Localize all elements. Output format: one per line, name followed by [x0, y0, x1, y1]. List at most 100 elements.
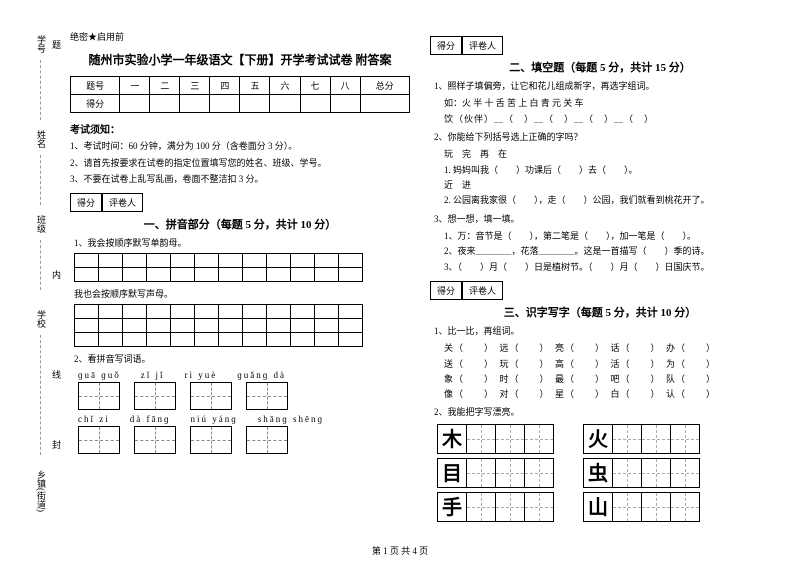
write-box[interactable]: [246, 382, 288, 410]
page-footer: 第 1 页 共 4 页: [0, 544, 800, 557]
right-column: 得分 评卷人 二、填空题（每题 5 分，共计 15 分） 1、照样子填偏旁，让它…: [420, 30, 780, 526]
pinyin-text: dà fānɡ: [130, 414, 171, 424]
bind-line: [40, 60, 41, 120]
char-box[interactable]: [524, 458, 554, 488]
score-cell[interactable]: [360, 95, 409, 113]
word-row: 像（ ） 对（ ） 星（ ） 白（ ） 认（ ）: [444, 387, 770, 402]
char-example: 目: [437, 458, 467, 488]
write-box[interactable]: [190, 426, 232, 454]
score-header: 三: [180, 77, 210, 95]
write-box[interactable]: [78, 426, 120, 454]
pinyin-text: ɡuǎnɡ dà: [237, 370, 286, 380]
char-example: 木: [437, 424, 467, 454]
section2-title: 二、填空题（每题 5 分，共计 15 分）: [430, 59, 770, 75]
score-label: 得分: [430, 36, 462, 55]
page-content: 绝密★启用前 随州市实验小学一年级语文【下册】开学考试试卷 附答案 题号 一 二…: [0, 0, 800, 546]
char-grid: 木: [438, 424, 554, 454]
char-box[interactable]: [612, 424, 642, 454]
write-box[interactable]: [190, 382, 232, 410]
pinyin-box-row: [78, 426, 410, 454]
score-cell[interactable]: [300, 95, 330, 113]
section3-title: 三、识字写字（每题 5 分，共计 10 分）: [430, 304, 770, 320]
score-cell[interactable]: [180, 95, 210, 113]
question-3-2: 2、我能把字写漂亮。: [434, 405, 770, 419]
pinyin-row-1: ɡuā ɡuǒ zǐ jǐ rì yuè ɡuǎnɡ dà: [78, 370, 410, 380]
pinyin-box-row: [78, 382, 410, 410]
section-score-box: 得分 评卷人: [430, 281, 770, 300]
char-box[interactable]: [641, 458, 671, 488]
question-1-1: 1、我会按顺序默写单韵母。: [74, 236, 410, 250]
sub-question: 1. 妈妈叫我（ ）功课后（ ）去（ ）。: [444, 163, 770, 178]
char-box[interactable]: [670, 492, 700, 522]
write-box[interactable]: [78, 382, 120, 410]
question-1-1b: 我也会按顺序默写声母。: [74, 287, 410, 301]
binding-margin: 学号 姓名 班级 学校 乡镇(街道) 题 内 线 封: [5, 20, 55, 540]
question-1-2: 2、看拼音写词语。: [74, 352, 410, 366]
section-score-box: 得分 评卷人: [430, 36, 770, 55]
score-header: 七: [300, 77, 330, 95]
char-box[interactable]: [524, 424, 554, 454]
score-header: 总分: [360, 77, 409, 95]
score-cell[interactable]: [330, 95, 360, 113]
write-box[interactable]: [134, 426, 176, 454]
char-box[interactable]: [495, 424, 525, 454]
exam-title: 随州市实验小学一年级语文【下册】开学考试试卷 附答案: [70, 51, 410, 68]
bind-line: [40, 240, 41, 290]
consonant-grid[interactable]: [74, 304, 363, 347]
score-header: 四: [210, 77, 240, 95]
bind-label: 学号: [35, 35, 48, 53]
bind-label: 班级: [35, 215, 48, 233]
char-box[interactable]: [466, 458, 496, 488]
grader-label: 评卷人: [462, 281, 503, 300]
char-row: 手 山: [438, 492, 770, 522]
section1-title: 一、拼音部分（每题 5 分，共计 10 分）: [70, 216, 410, 232]
bind-mark: 线: [50, 370, 63, 379]
char-box[interactable]: [612, 492, 642, 522]
char-box[interactable]: [670, 424, 700, 454]
bind-mark: 内: [50, 270, 63, 279]
write-box[interactable]: [134, 382, 176, 410]
char-box[interactable]: [466, 424, 496, 454]
score-cell: 得分: [71, 95, 120, 113]
question-2-1: 1、照样子填偏旁，让它和花儿组成新字，再选字组词。: [434, 79, 770, 93]
score-header: 五: [240, 77, 270, 95]
bind-label: 乡镇(街道): [35, 470, 48, 512]
sub-question: 玩 完 再 在: [444, 147, 770, 162]
score-header: 题号: [71, 77, 120, 95]
score-cell[interactable]: [150, 95, 180, 113]
char-box[interactable]: [670, 458, 700, 488]
write-box[interactable]: [246, 426, 288, 454]
score-cell[interactable]: [270, 95, 300, 113]
score-header: 八: [330, 77, 360, 95]
vowel-grid[interactable]: [74, 253, 363, 282]
char-box[interactable]: [612, 458, 642, 488]
char-box[interactable]: [495, 492, 525, 522]
score-cell[interactable]: [240, 95, 270, 113]
bind-line: [40, 335, 41, 455]
section-score-box: 得分 评卷人: [70, 193, 410, 212]
score-cell[interactable]: [210, 95, 240, 113]
char-grid: 目: [438, 458, 554, 488]
score-label: 得分: [70, 193, 102, 212]
question-2-3: 3、想一想，填一填。: [434, 212, 770, 226]
score-header: 二: [150, 77, 180, 95]
char-box[interactable]: [495, 458, 525, 488]
sub-question: 3、（ ）月（ ）日是植树节。（ ）月（ ）日国庆节。: [444, 260, 770, 275]
sub-question: 近 进: [444, 178, 770, 193]
pinyin-text: zǐ jǐ: [141, 370, 165, 380]
score-cell[interactable]: [120, 95, 150, 113]
bind-label: 学校: [35, 310, 48, 328]
char-box[interactable]: [524, 492, 554, 522]
instruction-item: 3、不要在试卷上乱写乱画，卷面不整洁扣 3 分。: [70, 173, 410, 187]
pinyin-text: chǐ zi: [78, 414, 110, 424]
char-box[interactable]: [641, 424, 671, 454]
confidential-mark: 绝密★启用前: [70, 30, 410, 43]
pinyin-text: shānɡ shēnɡ: [258, 414, 324, 424]
char-box[interactable]: [641, 492, 671, 522]
char-box[interactable]: [466, 492, 496, 522]
sub-question: 2、夜来＿＿＿＿，花落＿＿＿＿。这是一首描写（ ）季的诗。: [444, 244, 770, 259]
score-label: 得分: [430, 281, 462, 300]
char-grid: 山: [584, 492, 700, 522]
char-grid: 火: [584, 424, 700, 454]
char-row: 木 火: [438, 424, 770, 454]
